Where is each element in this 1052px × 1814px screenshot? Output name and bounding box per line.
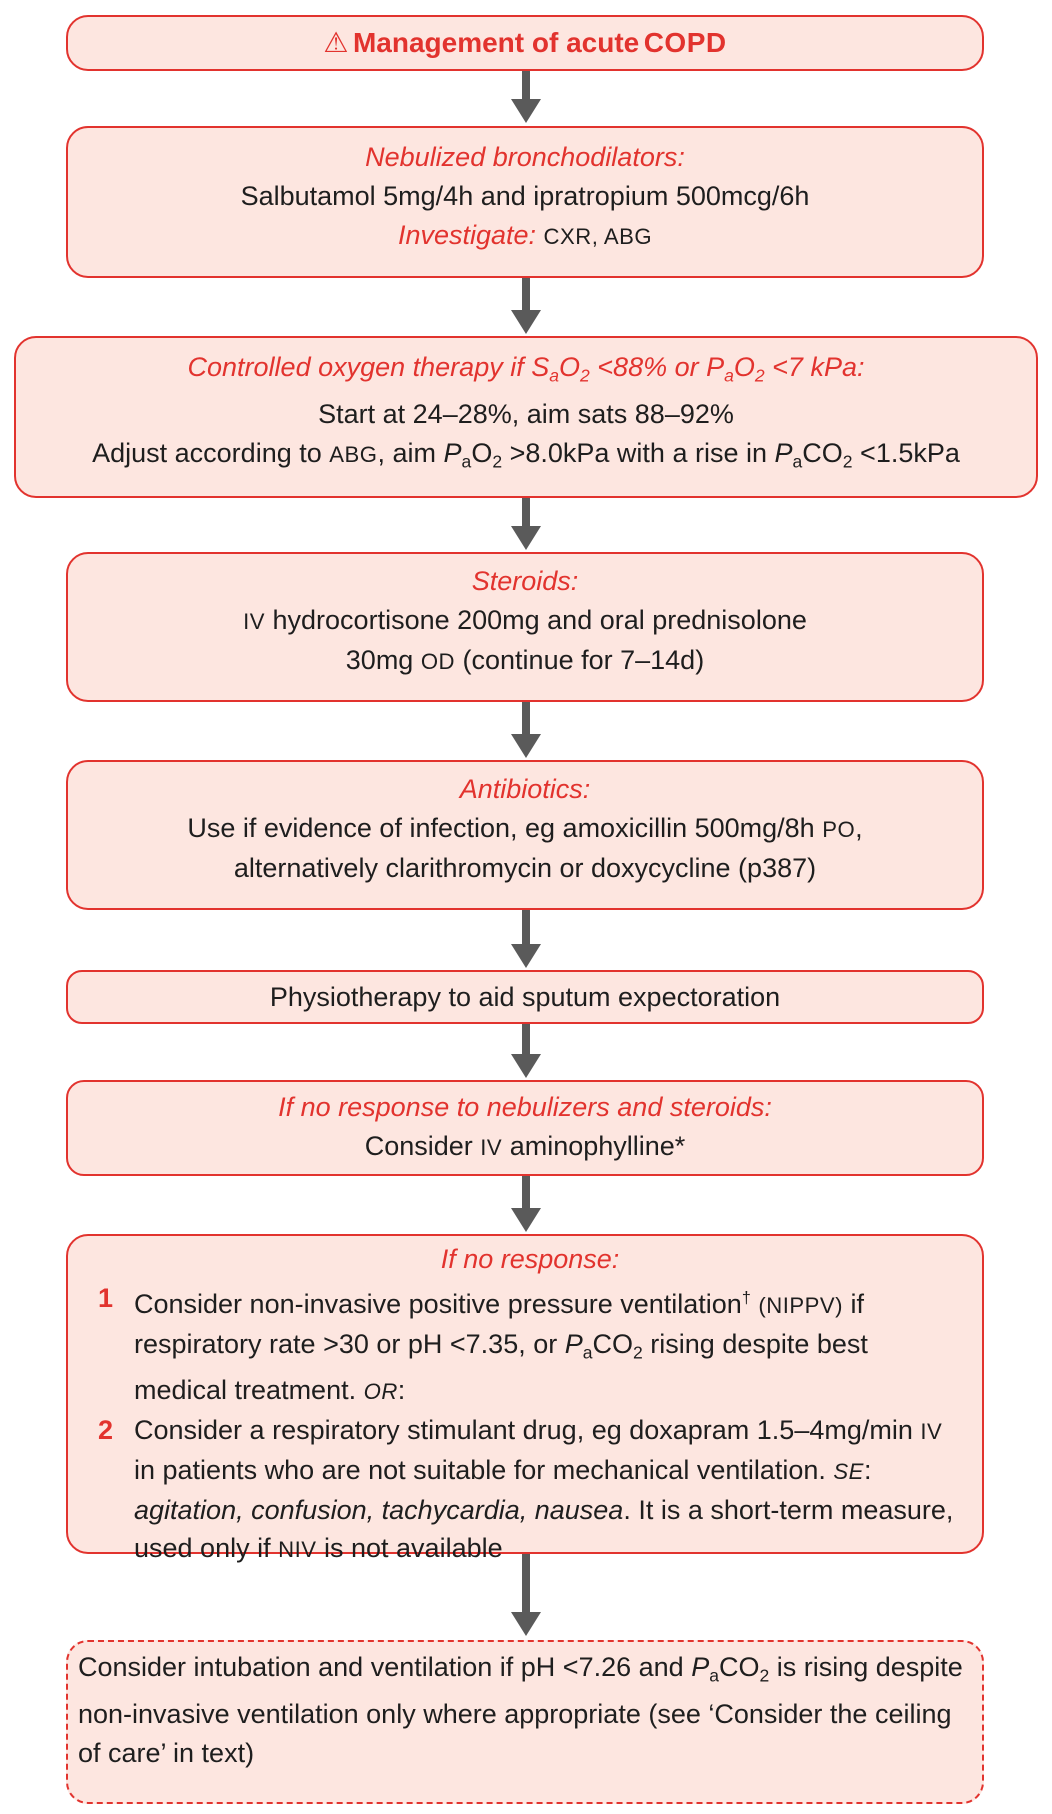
aminophylline-line: Consider IV aminophylline* xyxy=(364,1131,686,1161)
flow-arrow xyxy=(511,498,541,550)
steroids-line1: IV hydrocortisone 200mg and oral prednis… xyxy=(243,605,807,635)
physiotherapy-line: Physiotherapy to aid sputum expectoratio… xyxy=(269,982,781,1012)
aminophylline-heading: If no response to nebulizers and steroid… xyxy=(278,1092,772,1122)
intubation-box: Consider intubation and ventilation if p… xyxy=(66,1640,984,1804)
option-2: 2 Consider a respiratory stimulant drug,… xyxy=(98,1415,954,1564)
oxygen-start-line: Start at 24–28%, aim sats 88–92% xyxy=(318,399,734,430)
antibiotics-heading: Antibiotics: xyxy=(459,774,591,804)
flow-arrow xyxy=(511,1554,541,1636)
warning-icon: ⚠ xyxy=(323,27,349,58)
aminophylline-box: If no response to nebulizers and steroid… xyxy=(66,1080,984,1176)
oxygen-therapy-box: Controlled oxygen therapy if SaO2 <88% o… xyxy=(14,336,1038,498)
page-title: Management of acute xyxy=(352,27,640,58)
oxygen-heading: Controlled oxygen therapy if SaO2 <88% o… xyxy=(187,352,865,386)
antibiotics-line2: alternatively clarithromycin or doxycycl… xyxy=(233,853,817,883)
investigate-line: Investigate: CXR, ABG xyxy=(397,220,653,250)
flow-arrow xyxy=(511,1024,541,1078)
steroids-heading: Steroids: xyxy=(471,566,579,596)
steroids-line2: 30mg OD (continue for 7–14d) xyxy=(345,645,705,675)
flow-arrow xyxy=(511,71,541,123)
oxygen-adjust-line: Adjust according to ABG, aim PaO2 >8.0kP… xyxy=(92,438,960,472)
physiotherapy-box: Physiotherapy to aid sputum expectoratio… xyxy=(66,970,984,1024)
option-1: 1 Consider non-invasive positive pressur… xyxy=(98,1283,868,1406)
intubation-text: Consider intubation and ventilation if p… xyxy=(78,1652,963,1769)
flow-arrow xyxy=(511,910,541,968)
antibiotics-box: Antibiotics: Use if evidence of infectio… xyxy=(66,760,984,910)
page-title-abbr: COPD xyxy=(643,27,727,58)
no-response-heading: If no response: xyxy=(440,1244,620,1274)
flow-arrow xyxy=(511,278,541,334)
flow-arrow xyxy=(511,702,541,758)
antibiotics-line1: Use if evidence of infection, eg amoxici… xyxy=(187,813,863,843)
bronchodilators-heading: Nebulized bronchodilators: xyxy=(365,142,685,172)
title-box: ⚠ Management of acute COPD xyxy=(66,15,984,71)
flow-arrow xyxy=(511,1176,541,1232)
bronchodilators-dose: Salbutamol 5mg/4h and ipratropium 500mcg… xyxy=(240,181,810,211)
bronchodilators-box: Nebulized bronchodilators: Salbutamol 5m… xyxy=(66,126,984,278)
steroids-box: Steroids: IV hydrocortisone 200mg and or… xyxy=(66,552,984,702)
no-response-box: If no response: 1 Consider non-invasive … xyxy=(66,1234,984,1563)
